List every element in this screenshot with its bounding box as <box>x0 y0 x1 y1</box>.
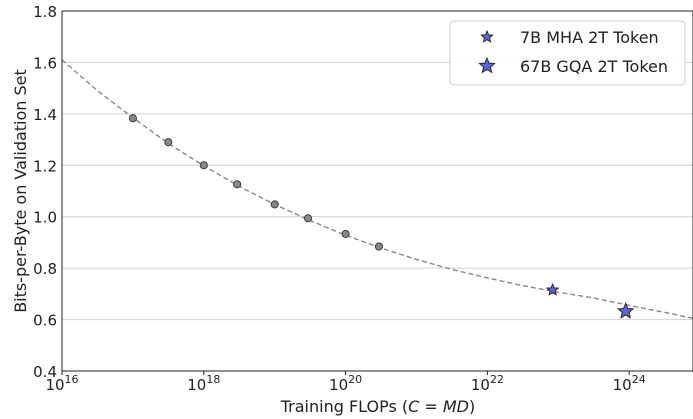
y-tick-label: 0.6 <box>33 312 57 330</box>
y-tick-label: 0.8 <box>33 260 57 278</box>
grid-lines <box>62 61 693 321</box>
x-tick-label: 1022 <box>471 373 504 394</box>
x-tick-label: 1016 <box>45 373 78 394</box>
legend-star-icon-7b <box>480 29 494 43</box>
y-axis-title: Bits-per-Byte on Validation Set <box>11 69 30 313</box>
data-point <box>374 242 383 251</box>
star-icon <box>478 56 496 74</box>
data-point <box>270 200 279 209</box>
data-point <box>341 229 350 238</box>
x-tick-label: 1020 <box>329 373 362 394</box>
legend-label-7b: 7B MHA 2T Token <box>520 28 659 47</box>
fit-curve-layer <box>61 59 693 319</box>
data-points-layer <box>128 114 635 319</box>
data-point <box>233 180 242 189</box>
y-tick-label: 1.6 <box>33 54 57 72</box>
legend-star-icon-67b <box>478 56 496 74</box>
data-point <box>164 138 173 147</box>
star-icon <box>480 29 494 43</box>
data-point <box>199 161 208 170</box>
data-point <box>128 114 137 123</box>
plot-frame <box>61 10 693 372</box>
legend: 7B MHA 2T Token 67B GQA 2T Token <box>449 20 686 86</box>
fit-curve <box>61 59 693 319</box>
y-tick-label: 1.4 <box>33 106 57 124</box>
x-tick-label: 1024 <box>613 373 646 394</box>
data-point <box>303 214 313 223</box>
x-tick-labels: 1016 1018 1020 1022 1024 <box>45 371 646 394</box>
x-tick-label: 1018 <box>187 373 220 394</box>
star-point <box>545 282 560 296</box>
y-tick-label: 1.8 <box>33 3 57 21</box>
x-axis-title: Training FLOPs (C = MD) <box>280 397 476 416</box>
y-tick-label: 1.2 <box>33 157 57 175</box>
y-tick-label: 1.0 <box>33 209 57 227</box>
star-point <box>616 302 635 319</box>
y-tick-label: 0.4 <box>33 363 57 381</box>
y-tick-labels: 0.4 0.6 0.8 1.0 1.2 1.4 1.6 1.8 <box>33 3 57 381</box>
legend-label-67b: 67B GQA 2T Token <box>520 57 668 76</box>
legend-box <box>449 20 686 86</box>
